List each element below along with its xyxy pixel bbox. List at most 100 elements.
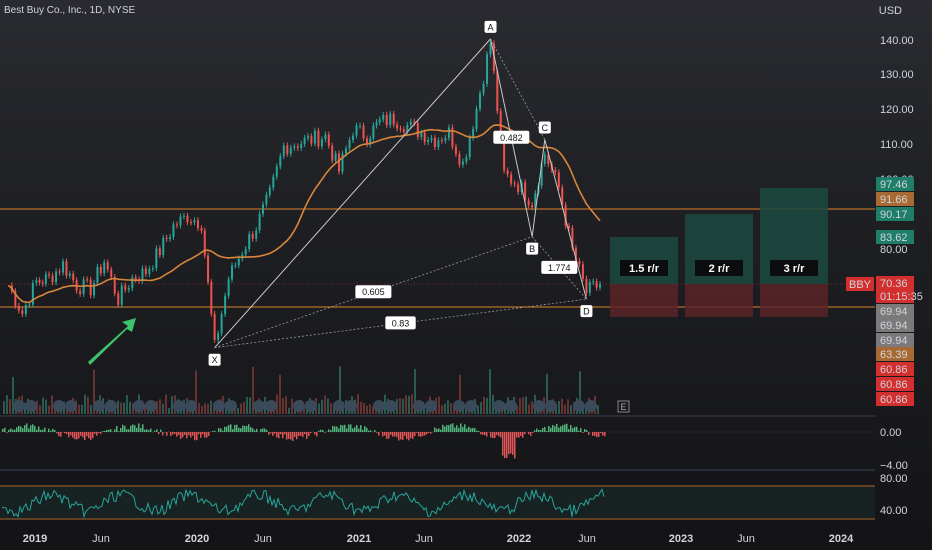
candle-body — [186, 215, 189, 223]
osc-bar — [170, 432, 172, 437]
osc-bar — [218, 428, 220, 432]
volume-bar — [249, 397, 251, 414]
candle-body — [165, 237, 168, 239]
osc-bar — [348, 424, 350, 432]
osc-bar — [294, 432, 296, 437]
candle-body — [275, 166, 278, 177]
volume-bar — [282, 397, 284, 414]
earnings-marker — [465, 400, 477, 412]
stop-zone-1[interactable] — [610, 284, 678, 317]
candle-body — [468, 137, 471, 158]
price-candles[interactable] — [10, 40, 601, 343]
stop-zone-3[interactable] — [760, 284, 828, 317]
stop-zone-2[interactable] — [685, 284, 753, 317]
osc-bar — [22, 428, 24, 432]
volume-bar — [246, 396, 248, 414]
osc-bar — [116, 425, 118, 432]
price-label-box — [876, 276, 914, 290]
candle-body — [234, 265, 237, 267]
osc-bar — [160, 429, 162, 432]
osc-bar — [94, 432, 96, 434]
pattern-ratio-line — [490, 38, 546, 140]
osc-bar — [56, 432, 58, 434]
price-label: 70.36 — [880, 278, 908, 290]
volume-bar — [288, 407, 290, 414]
volume-bar — [489, 369, 491, 414]
volume-bar — [123, 402, 125, 414]
osc-bar — [552, 424, 554, 432]
volume-bar — [291, 398, 293, 414]
osc-bar — [382, 432, 384, 437]
earnings-events[interactable]: E — [13, 400, 630, 413]
x-tick-label: 2020 — [185, 533, 209, 545]
candle-body — [482, 83, 485, 94]
candle-body — [265, 194, 268, 205]
osc-bar — [350, 424, 352, 432]
volume-bar — [561, 398, 563, 414]
osc-bar — [420, 432, 422, 437]
candle-body — [489, 43, 492, 55]
pattern-point-label: C — [542, 123, 549, 133]
volume-bar — [528, 404, 530, 414]
candle-body — [409, 121, 412, 125]
osc-bar — [248, 424, 250, 432]
candle-body — [510, 174, 513, 184]
osc-bar — [276, 432, 278, 438]
osc-bar — [140, 428, 142, 432]
arrow-annotation[interactable] — [88, 318, 136, 365]
candle-body — [86, 279, 89, 281]
osc-bar — [74, 432, 76, 440]
rsi-panel — [0, 485, 875, 520]
candle-body — [103, 262, 106, 274]
candle-body — [55, 271, 58, 283]
harmonic-pattern[interactable]: X A B C D 0.482 0.605 1.774 0.83 — [208, 20, 593, 366]
volume-bar — [42, 397, 44, 414]
osc-bar — [592, 432, 594, 436]
volume-bar — [396, 398, 398, 414]
candle-body — [348, 140, 351, 149]
osc-bar — [264, 428, 266, 432]
osc-bar — [542, 427, 544, 432]
volume-bar — [243, 401, 245, 414]
earnings-marker — [13, 400, 25, 412]
pattern-leg — [531, 139, 546, 237]
volume-bar — [438, 396, 440, 414]
volume-bar — [564, 404, 566, 414]
volume-bar — [405, 395, 407, 414]
time-axis[interactable]: 2019 Jun 2020 Jun 2021 Jun 2022 Jun 2023 Jun 2024 — [23, 533, 854, 545]
pattern-point-box — [484, 20, 497, 33]
osc-bar — [286, 432, 288, 440]
earnings-marker — [133, 400, 145, 412]
volume-bar — [81, 404, 83, 414]
earnings-marker — [545, 400, 557, 412]
osc-bar — [106, 429, 108, 432]
volume-bar — [579, 371, 581, 414]
price-label: 91.66 — [880, 194, 908, 206]
candle-body — [117, 293, 120, 305]
osc-bar — [20, 426, 22, 432]
candle-body — [131, 277, 134, 289]
candle-body — [503, 133, 506, 171]
osc-bar — [214, 430, 216, 432]
price-label-box — [876, 177, 914, 191]
target-labels: 1.5 r/r 2 r/r 3 r/r — [620, 260, 818, 276]
candle-body — [38, 280, 41, 283]
event-marker: E — [620, 402, 626, 412]
osc-bar — [308, 432, 310, 437]
osc-bar — [230, 424, 232, 432]
y-tick-label: 110.00 — [880, 139, 913, 151]
osc-bar — [2, 428, 4, 432]
volume-bar — [486, 397, 488, 414]
volume-bar — [162, 403, 164, 414]
osc-bar — [602, 432, 604, 436]
candle-body — [175, 224, 178, 226]
volume-bar — [585, 407, 587, 414]
osc-bar — [398, 432, 400, 441]
y-tick-label: 130.00 — [880, 69, 914, 81]
osc-bar — [180, 432, 182, 439]
earnings-marker — [213, 400, 225, 412]
earnings-marker — [573, 400, 585, 412]
price-label: 63.39 — [880, 349, 908, 361]
